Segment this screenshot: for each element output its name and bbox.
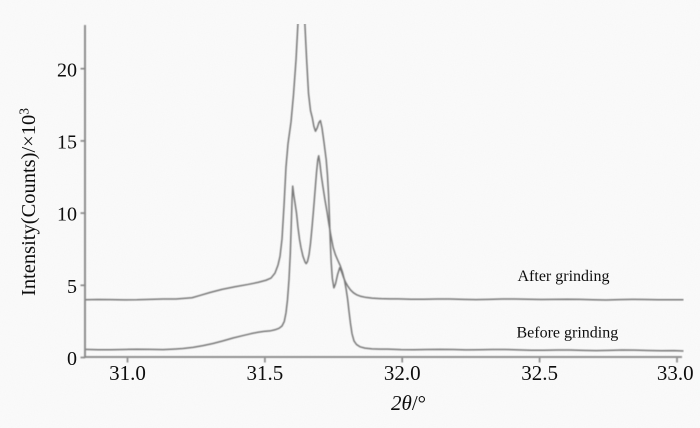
svg-text:0: 0 <box>67 348 77 370</box>
svg-text:5: 5 <box>67 276 77 298</box>
svg-text:15: 15 <box>57 132 77 154</box>
svg-text:32.0: 32.0 <box>384 361 421 385</box>
svg-text:10: 10 <box>57 204 77 226</box>
svg-text:32.5: 32.5 <box>521 361 558 385</box>
svg-text:Before grinding: Before grinding <box>517 325 619 342</box>
svg-text:20: 20 <box>57 59 77 81</box>
svg-text:Intensity(Counts)/×103: Intensity(Counts)/×103 <box>17 108 41 296</box>
svg-text:After grinding: After grinding <box>518 268 610 285</box>
svg-text:33.0: 33.0 <box>657 361 694 385</box>
svg-text:2θ/°: 2θ/° <box>391 391 426 415</box>
svg-text:31.0: 31.0 <box>109 361 146 385</box>
svg-text:31.5: 31.5 <box>247 361 284 385</box>
